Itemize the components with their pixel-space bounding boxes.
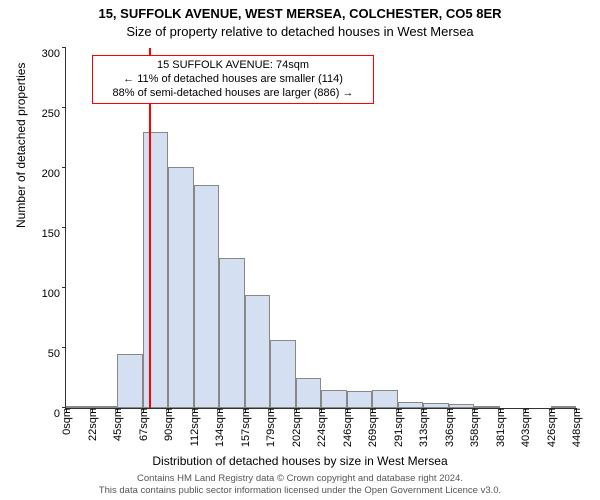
histogram-bar: [194, 185, 220, 408]
y-tick-mark: [62, 167, 66, 168]
histogram-bar: [168, 167, 194, 408]
histogram-bar: [245, 295, 271, 408]
histogram-bar: [296, 378, 322, 408]
footer-credits: Contains HM Land Registry data © Crown c…: [0, 473, 600, 496]
x-tick-label: 336sqm: [442, 408, 456, 447]
annotation-line-2: ← 11% of detached houses are smaller (11…: [99, 73, 367, 87]
x-tick-label: 358sqm: [467, 408, 481, 447]
y-tick-label: 300: [42, 48, 66, 60]
footer-line-1: Contains HM Land Registry data © Crown c…: [0, 473, 600, 484]
y-tick-label: 50: [48, 348, 66, 360]
annotation-box: 15 SUFFOLK AVENUE: 74sqm ← 11% of detach…: [92, 55, 374, 104]
x-tick-label: 67sqm: [136, 408, 150, 441]
x-axis-label: Distribution of detached houses by size …: [0, 454, 600, 468]
x-tick-label: 291sqm: [391, 408, 405, 447]
histogram-bar: [92, 406, 118, 408]
x-tick-label: 381sqm: [493, 408, 507, 447]
x-tick-label: 202sqm: [289, 408, 303, 447]
histogram-bar: [270, 340, 296, 408]
x-tick-label: 224sqm: [314, 408, 328, 447]
histogram-bar: [117, 354, 143, 408]
x-tick-label: 22sqm: [85, 408, 99, 441]
y-tick-mark: [62, 47, 66, 48]
histogram-bar: [321, 390, 347, 408]
y-tick-label: 250: [42, 108, 66, 120]
x-tick-label: 90sqm: [161, 408, 175, 441]
chart-subtitle: Size of property relative to detached ho…: [0, 24, 600, 39]
annotation-line-1: 15 SUFFOLK AVENUE: 74sqm: [99, 59, 367, 73]
y-tick-label: 100: [42, 288, 66, 300]
histogram-chart: 15, SUFFOLK AVENUE, WEST MERSEA, COLCHES…: [0, 0, 600, 500]
x-tick-label: 313sqm: [416, 408, 430, 447]
histogram-bar: [423, 403, 449, 408]
x-tick-label: 269sqm: [365, 408, 379, 447]
x-tick-label: 246sqm: [340, 408, 354, 447]
x-tick-label: 426sqm: [544, 408, 558, 447]
y-tick-label: 200: [42, 168, 66, 180]
x-tick-label: 45sqm: [110, 408, 124, 441]
x-tick-label: 0sqm: [59, 408, 73, 435]
histogram-bar: [347, 391, 373, 408]
histogram-bar: [449, 404, 475, 408]
histogram-bar: [551, 406, 577, 408]
histogram-bar: [372, 390, 398, 408]
histogram-bar: [474, 406, 500, 408]
x-tick-label: 448sqm: [569, 408, 583, 447]
histogram-bar: [219, 258, 245, 408]
footer-line-2: This data contains public sector informa…: [0, 485, 600, 496]
x-tick-label: 403sqm: [518, 408, 532, 447]
x-tick-label: 134sqm: [212, 408, 226, 447]
y-tick-label: 150: [42, 228, 66, 240]
histogram-bar: [143, 132, 169, 408]
x-tick-label: 112sqm: [187, 408, 201, 446]
chart-title-address: 15, SUFFOLK AVENUE, WEST MERSEA, COLCHES…: [0, 6, 600, 21]
y-axis-label: Number of detached properties: [14, 63, 28, 228]
histogram-bar: [66, 406, 92, 408]
x-tick-label: 179sqm: [263, 408, 277, 447]
y-tick-mark: [62, 227, 66, 228]
y-tick-mark: [62, 107, 66, 108]
y-tick-mark: [62, 347, 66, 348]
histogram-bar: [398, 402, 424, 408]
y-tick-mark: [62, 287, 66, 288]
x-tick-label: 157sqm: [238, 408, 252, 447]
annotation-line-3: 88% of semi-detached houses are larger (…: [99, 87, 367, 101]
